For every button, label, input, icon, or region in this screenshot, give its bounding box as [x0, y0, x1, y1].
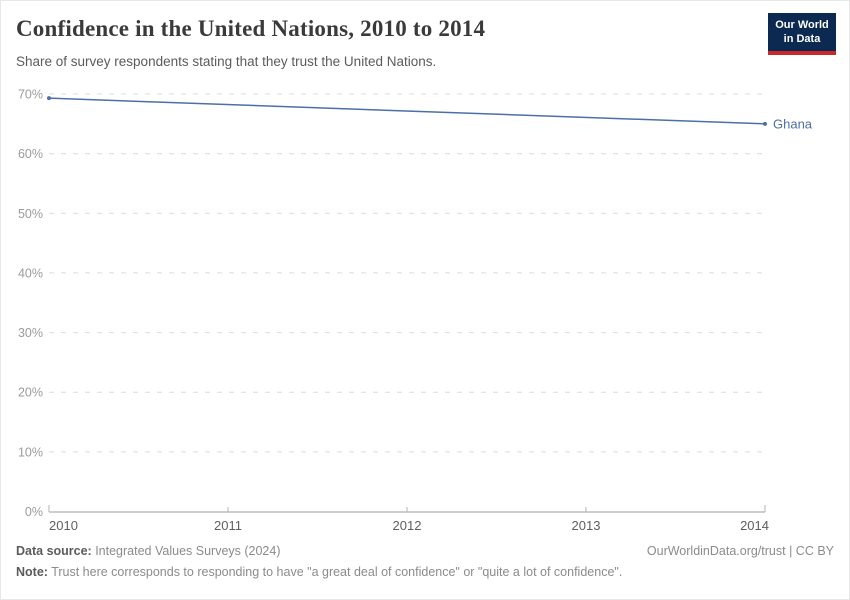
chart-title: Confidence in the United Nations, 2010 t…	[16, 16, 486, 41]
x-tick-label-2012: 2012	[393, 518, 422, 533]
x-tick-label-2013: 2013	[572, 518, 601, 533]
x-tick-label-2011: 2011	[214, 518, 242, 533]
chart-subtitle: Share of survey respondents stating that…	[16, 54, 437, 69]
x-tick-label-2010: 2010	[49, 518, 78, 533]
note-value: Trust here corresponds to responding to …	[47, 565, 623, 579]
y-tick-label-30%: 30%	[18, 326, 43, 340]
owid-logo[interactable]: Our World in Data	[768, 13, 836, 55]
data-source-value: Integrated Values Surveys (2024)	[91, 544, 281, 558]
owid-logo-text-line2: in Data	[783, 33, 821, 46]
series-line-ghana	[48, 97, 766, 125]
y-tick-label-20%: 20%	[18, 386, 43, 400]
y-tick-label-0%: 0%	[25, 505, 43, 519]
y-tick-label-70%: 70%	[18, 88, 43, 102]
data-source-line: Data source: Integrated Values Surveys (…	[16, 544, 281, 558]
note-line: Note: Trust here corresponds to respondi…	[16, 565, 622, 579]
series-label-ghana[interactable]: Ghana	[773, 116, 813, 131]
owid-logo-text-line1: Our World	[775, 19, 829, 31]
note-label: Note:	[16, 565, 48, 579]
series-start-dot-ghana	[47, 96, 51, 101]
y-tick-label-40%: 40%	[18, 266, 43, 280]
data-source-label: Data source:	[16, 544, 92, 558]
y-tick-label-60%: 60%	[18, 147, 43, 161]
chart-footer: Data source: Integrated Values Surveys (…	[16, 544, 834, 579]
x-tick-label-2014: 2014	[740, 518, 769, 533]
attribution-link[interactable]: OurWorldinData.org/trust | CC BY	[646, 544, 834, 558]
series-end-dot-ghana	[763, 121, 767, 126]
y-tick-label-50%: 50%	[18, 207, 43, 221]
y-tick-label-10%: 10%	[18, 445, 43, 459]
